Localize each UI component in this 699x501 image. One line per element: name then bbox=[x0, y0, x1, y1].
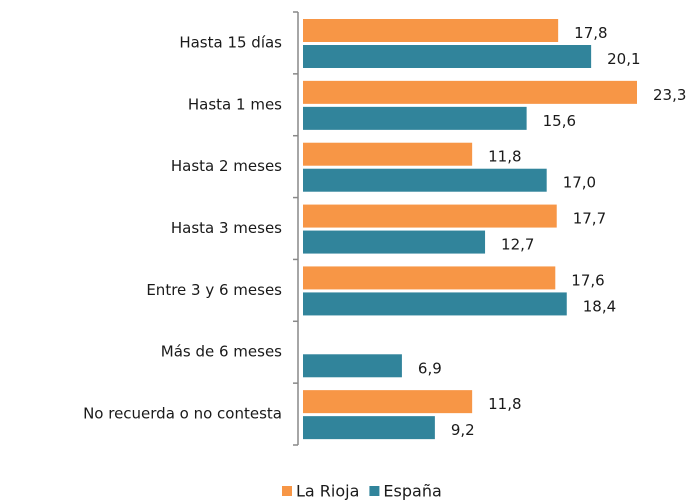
value-label: 12,7 bbox=[501, 236, 534, 254]
category-label: No recuerda o no contesta bbox=[83, 405, 282, 423]
legend-swatch bbox=[282, 486, 292, 496]
bar bbox=[303, 204, 557, 228]
value-label: 17,7 bbox=[573, 210, 606, 228]
category-label: Hasta 15 días bbox=[179, 33, 282, 51]
category-label: Entre 3 y 6 meses bbox=[146, 281, 282, 299]
bar bbox=[303, 390, 473, 414]
value-label: 17,8 bbox=[574, 24, 607, 42]
bar bbox=[303, 45, 592, 68]
legend-label: España bbox=[383, 482, 441, 501]
category-label: Hasta 3 meses bbox=[171, 219, 282, 237]
value-label: 17,6 bbox=[571, 271, 604, 289]
bar bbox=[303, 80, 637, 104]
legend-swatch bbox=[369, 486, 380, 496]
value-label: 9,2 bbox=[451, 421, 475, 439]
value-label: 20,1 bbox=[607, 50, 640, 68]
bar bbox=[303, 416, 435, 440]
legend-label: La Rioja bbox=[296, 482, 359, 501]
category-label: Más de 6 meses bbox=[161, 343, 282, 361]
value-label: 15,6 bbox=[543, 112, 576, 130]
bar bbox=[303, 354, 402, 378]
value-label: 6,9 bbox=[418, 359, 442, 377]
value-label: 11,8 bbox=[488, 395, 521, 413]
value-label: 17,0 bbox=[563, 174, 596, 192]
bar bbox=[303, 292, 567, 316]
category-label: Hasta 2 meses bbox=[171, 157, 282, 175]
value-label: 11,8 bbox=[488, 148, 521, 166]
bar bbox=[303, 230, 486, 254]
bar bbox=[303, 266, 556, 290]
bar bbox=[303, 168, 547, 192]
value-label: 18,4 bbox=[583, 297, 616, 315]
category-label: Hasta 1 mes bbox=[188, 95, 282, 113]
bar bbox=[303, 19, 559, 42]
bar bbox=[303, 106, 527, 130]
value-label: 23,3 bbox=[653, 86, 686, 104]
bar bbox=[303, 142, 473, 166]
